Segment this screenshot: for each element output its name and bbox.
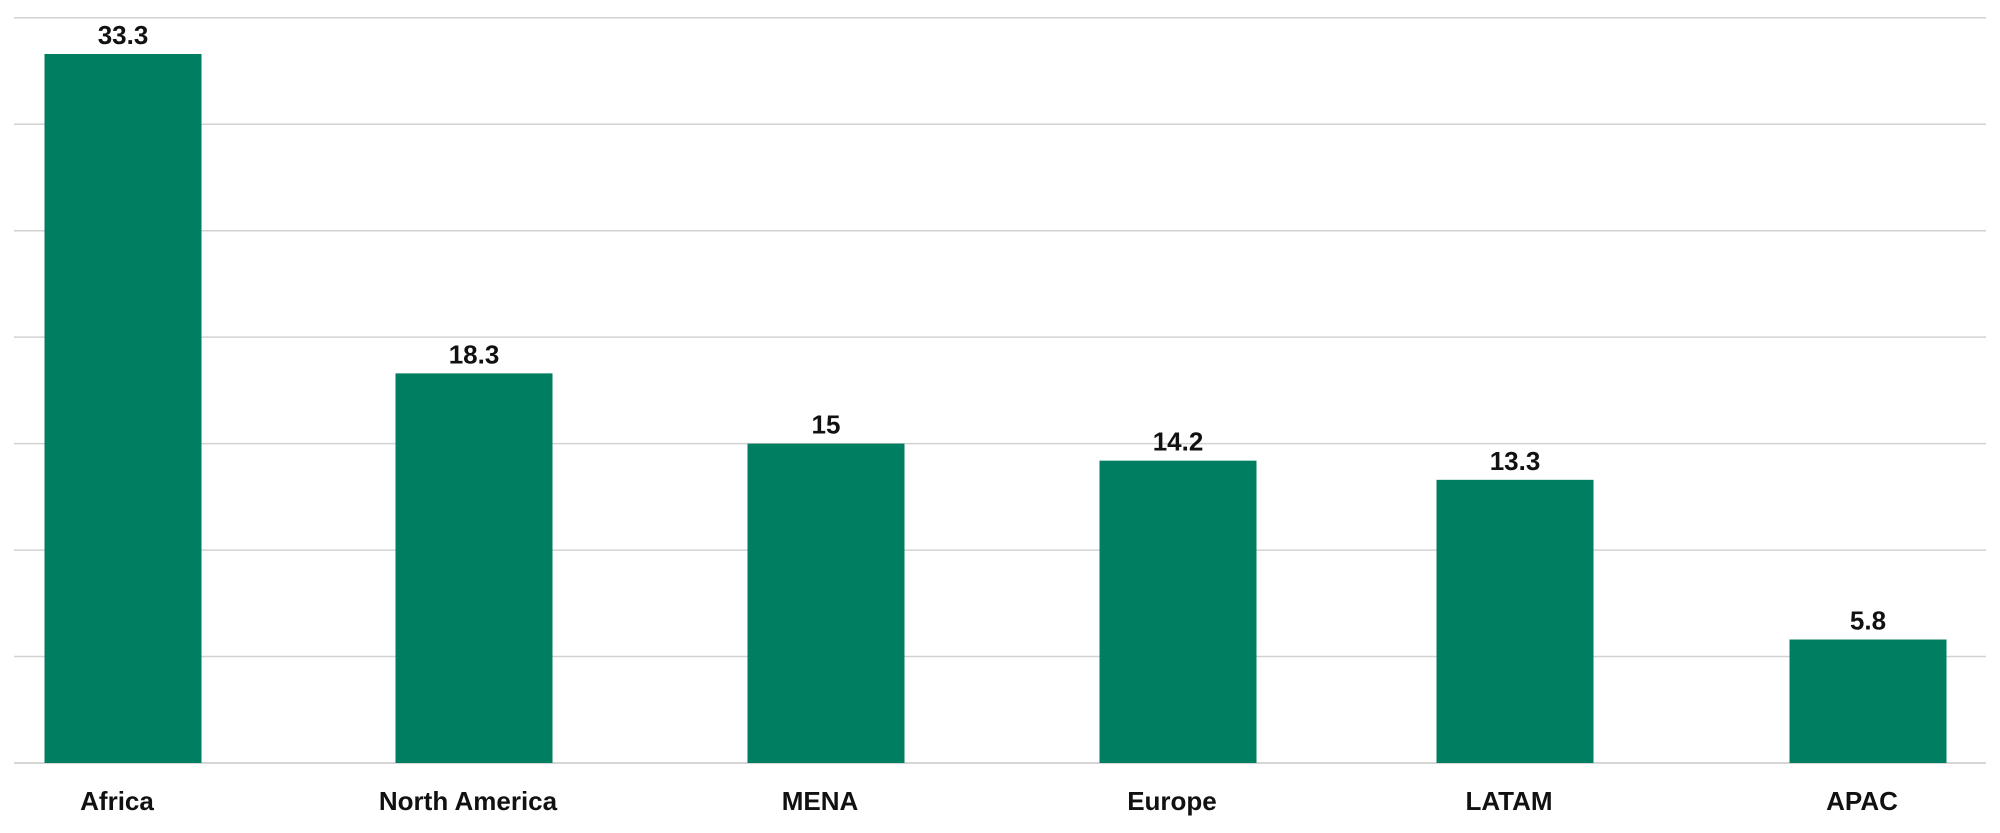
value-label: 15: [812, 410, 841, 440]
category-label: APAC: [1826, 786, 1898, 816]
bar-apac: [1789, 639, 1947, 763]
category-labels: Africa North America MENA Europe LATAM APAC: [80, 786, 1898, 816]
bar-latam: [1436, 479, 1594, 763]
category-label: Africa: [80, 786, 154, 816]
category-label: North America: [379, 786, 558, 816]
bar-europe: [1099, 460, 1257, 763]
bars: [44, 54, 1947, 763]
gridlines: [14, 17, 1986, 764]
value-label: 5.8: [1850, 606, 1886, 636]
bar-mena: [747, 443, 905, 763]
category-label: LATAM: [1465, 786, 1552, 816]
bar-north-america: [395, 373, 553, 763]
value-label: 33.3: [98, 20, 149, 50]
category-label: MENA: [782, 786, 859, 816]
category-label: Europe: [1127, 786, 1217, 816]
value-labels: 33.3 18.3 15 14.2 13.3 5.8: [98, 20, 1886, 636]
value-label: 14.2: [1153, 427, 1204, 457]
value-label: 18.3: [449, 339, 500, 369]
value-label: 13.3: [1490, 446, 1541, 476]
bar-africa: [44, 54, 202, 763]
